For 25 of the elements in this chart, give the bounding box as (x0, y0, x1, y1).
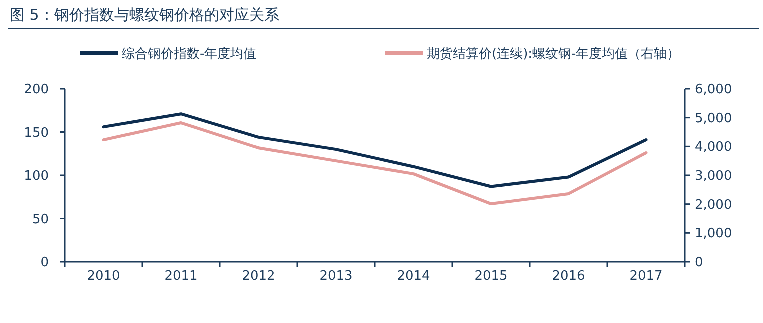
x-tick-label: 2012 (242, 269, 276, 284)
x-tick-label: 2014 (397, 269, 430, 284)
y2-tick-label: 2,000 (695, 198, 732, 213)
legend-label: 期货结算价(连续):螺纹钢-年度均值（右轴） (427, 46, 680, 62)
x-tick-label: 2011 (164, 269, 198, 284)
x-tick-label: 2013 (320, 269, 353, 284)
line-series (102, 122, 648, 206)
x-tick-label: 2016 (552, 269, 586, 284)
chart-title: 图 5：钢价指数与螺纹钢价格的对应关系 (10, 6, 280, 24)
y-tick-label: 0 (40, 256, 49, 271)
y2-tick-label: 5,000 (695, 111, 732, 126)
line-series (102, 112, 648, 188)
y-tick-label: 200 (24, 82, 49, 98)
y-tick-label: 100 (24, 169, 49, 184)
y2-tick-label: 6,000 (695, 82, 732, 98)
x-tick-label: 2017 (630, 269, 663, 284)
y-tick-label: 50 (32, 212, 49, 228)
y2-tick-label: 1,000 (695, 226, 732, 242)
x-tick-label: 2010 (87, 269, 120, 284)
y2-tick-label: 3,000 (695, 169, 732, 184)
y2-tick-label: 0 (695, 256, 704, 271)
y-tick-label: 150 (24, 126, 49, 141)
x-tick-label: 2015 (474, 269, 508, 284)
y2-tick-label: 4,000 (695, 140, 732, 156)
legend-label: 综合钢价指数-年度均值 (122, 46, 257, 62)
